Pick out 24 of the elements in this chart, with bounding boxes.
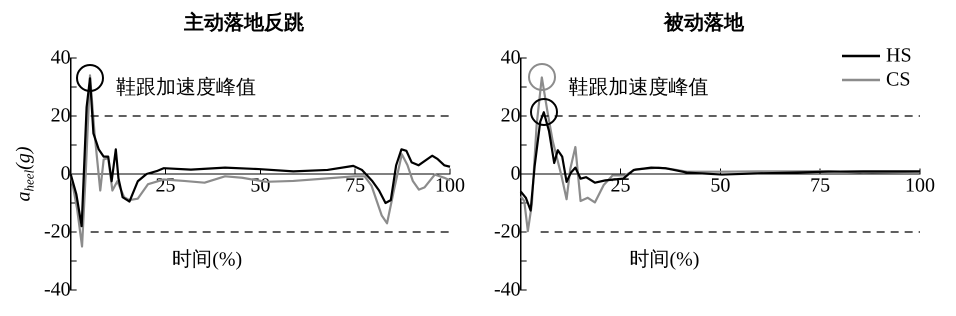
x-tick-label: 100: [905, 174, 935, 196]
x-tick-label: 75: [345, 174, 366, 196]
x-tick-label: 50: [710, 174, 730, 196]
y-tick-label: 0: [510, 162, 521, 184]
y-tick-label: 40: [50, 46, 71, 68]
x-tick-label: 100: [435, 174, 465, 196]
y-tick-label: 20: [500, 104, 521, 126]
x-axis-title: 时间(%): [629, 248, 700, 270]
annotation: 鞋跟加速度峰值: [116, 76, 256, 98]
y-tick-label: -20: [494, 220, 521, 242]
y-tick-label: 0: [60, 162, 71, 184]
annotation: 鞋跟加速度峰值: [568, 76, 709, 98]
y-tick-label: -40: [494, 278, 521, 300]
chart-title: 主动落地反跳: [183, 11, 305, 34]
y-tick-label: -40: [44, 278, 71, 300]
y-tick-label: 20: [50, 104, 71, 126]
x-tick-label: 75: [810, 174, 830, 196]
y-tick-label: -20: [44, 220, 71, 242]
legend-label: CS: [886, 68, 910, 90]
x-axis-title: 时间(%): [172, 248, 242, 270]
chart-title: 被动落地: [663, 11, 745, 34]
y-tick-label: 40: [500, 46, 521, 68]
legend-label: HS: [886, 44, 912, 66]
y-axis-title: aheel(g): [12, 146, 36, 202]
